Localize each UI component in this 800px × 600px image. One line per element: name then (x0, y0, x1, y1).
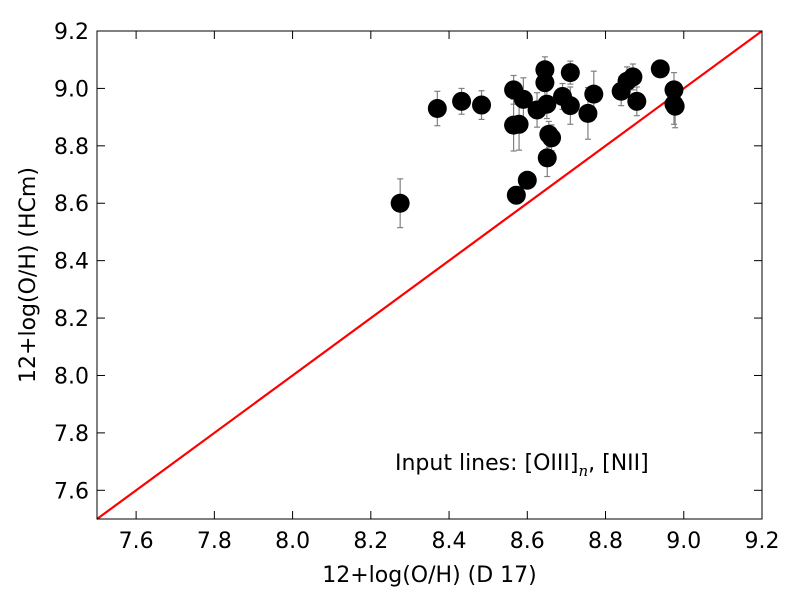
data-point (535, 73, 555, 93)
annotation-text: Input lines: [OIII]n, [NII] (395, 451, 649, 480)
data-point (664, 80, 684, 100)
y-tick-label: 8.8 (54, 135, 89, 160)
x-tick-label: 9.2 (745, 529, 780, 554)
x-tick-label: 7.6 (119, 529, 154, 554)
data-point (650, 59, 670, 79)
x-tick-label: 9.0 (666, 529, 701, 554)
data-point (513, 89, 533, 109)
y-axis-label: 12+log(O/H) (HCm) (16, 167, 41, 383)
y-tick-label: 9.2 (54, 20, 89, 45)
annotation-suffix: , [NII] (588, 451, 649, 476)
data-point (472, 95, 492, 115)
y-tick-label: 8.4 (54, 250, 89, 275)
ticks-layer: 7.6 7.8 8.0 8.2 8.4 8.6 8.8 9.0 9.2 7.6 7.8 8.0 8.2 8… (54, 20, 780, 554)
x-tick-label: 8.6 (510, 529, 545, 554)
x-tick-label: 7.8 (197, 529, 232, 554)
data-point (509, 114, 529, 134)
annotation-subscript: n (578, 462, 588, 480)
data-point (537, 148, 557, 168)
y-tick-label: 8.2 (54, 307, 89, 332)
data-point (623, 67, 643, 87)
x-tick-label: 8.0 (275, 529, 310, 554)
data-point (427, 99, 447, 119)
data-point (627, 91, 647, 111)
plot-frame (96, 30, 763, 520)
data-point (506, 185, 526, 205)
data-point (517, 170, 537, 190)
data-point (537, 94, 557, 114)
data-point (584, 84, 604, 104)
reference-line (96, 30, 763, 520)
points-layer (390, 59, 685, 213)
data-point (452, 91, 472, 111)
x-axis-label: 12+log(O/H) (D 17) (322, 563, 537, 588)
data-point (578, 103, 598, 123)
x-tick-label: 8.4 (432, 529, 467, 554)
reference-line-layer (96, 30, 763, 520)
data-point (560, 63, 580, 83)
y-tick-label: 8.0 (54, 364, 89, 389)
data-point (665, 96, 685, 116)
y-tick-label: 7.8 (54, 422, 89, 447)
data-point (542, 128, 562, 148)
data-point (390, 193, 410, 213)
y-tick-label: 8.6 (54, 192, 89, 217)
y-tick-label: 7.6 (54, 479, 89, 504)
x-tick-label: 8.8 (588, 529, 623, 554)
data-point (560, 96, 580, 116)
y-tick-label: 9.0 (54, 77, 89, 102)
annotation-prefix: Input lines: [OIII] (395, 451, 578, 476)
x-tick-label: 8.2 (353, 529, 388, 554)
